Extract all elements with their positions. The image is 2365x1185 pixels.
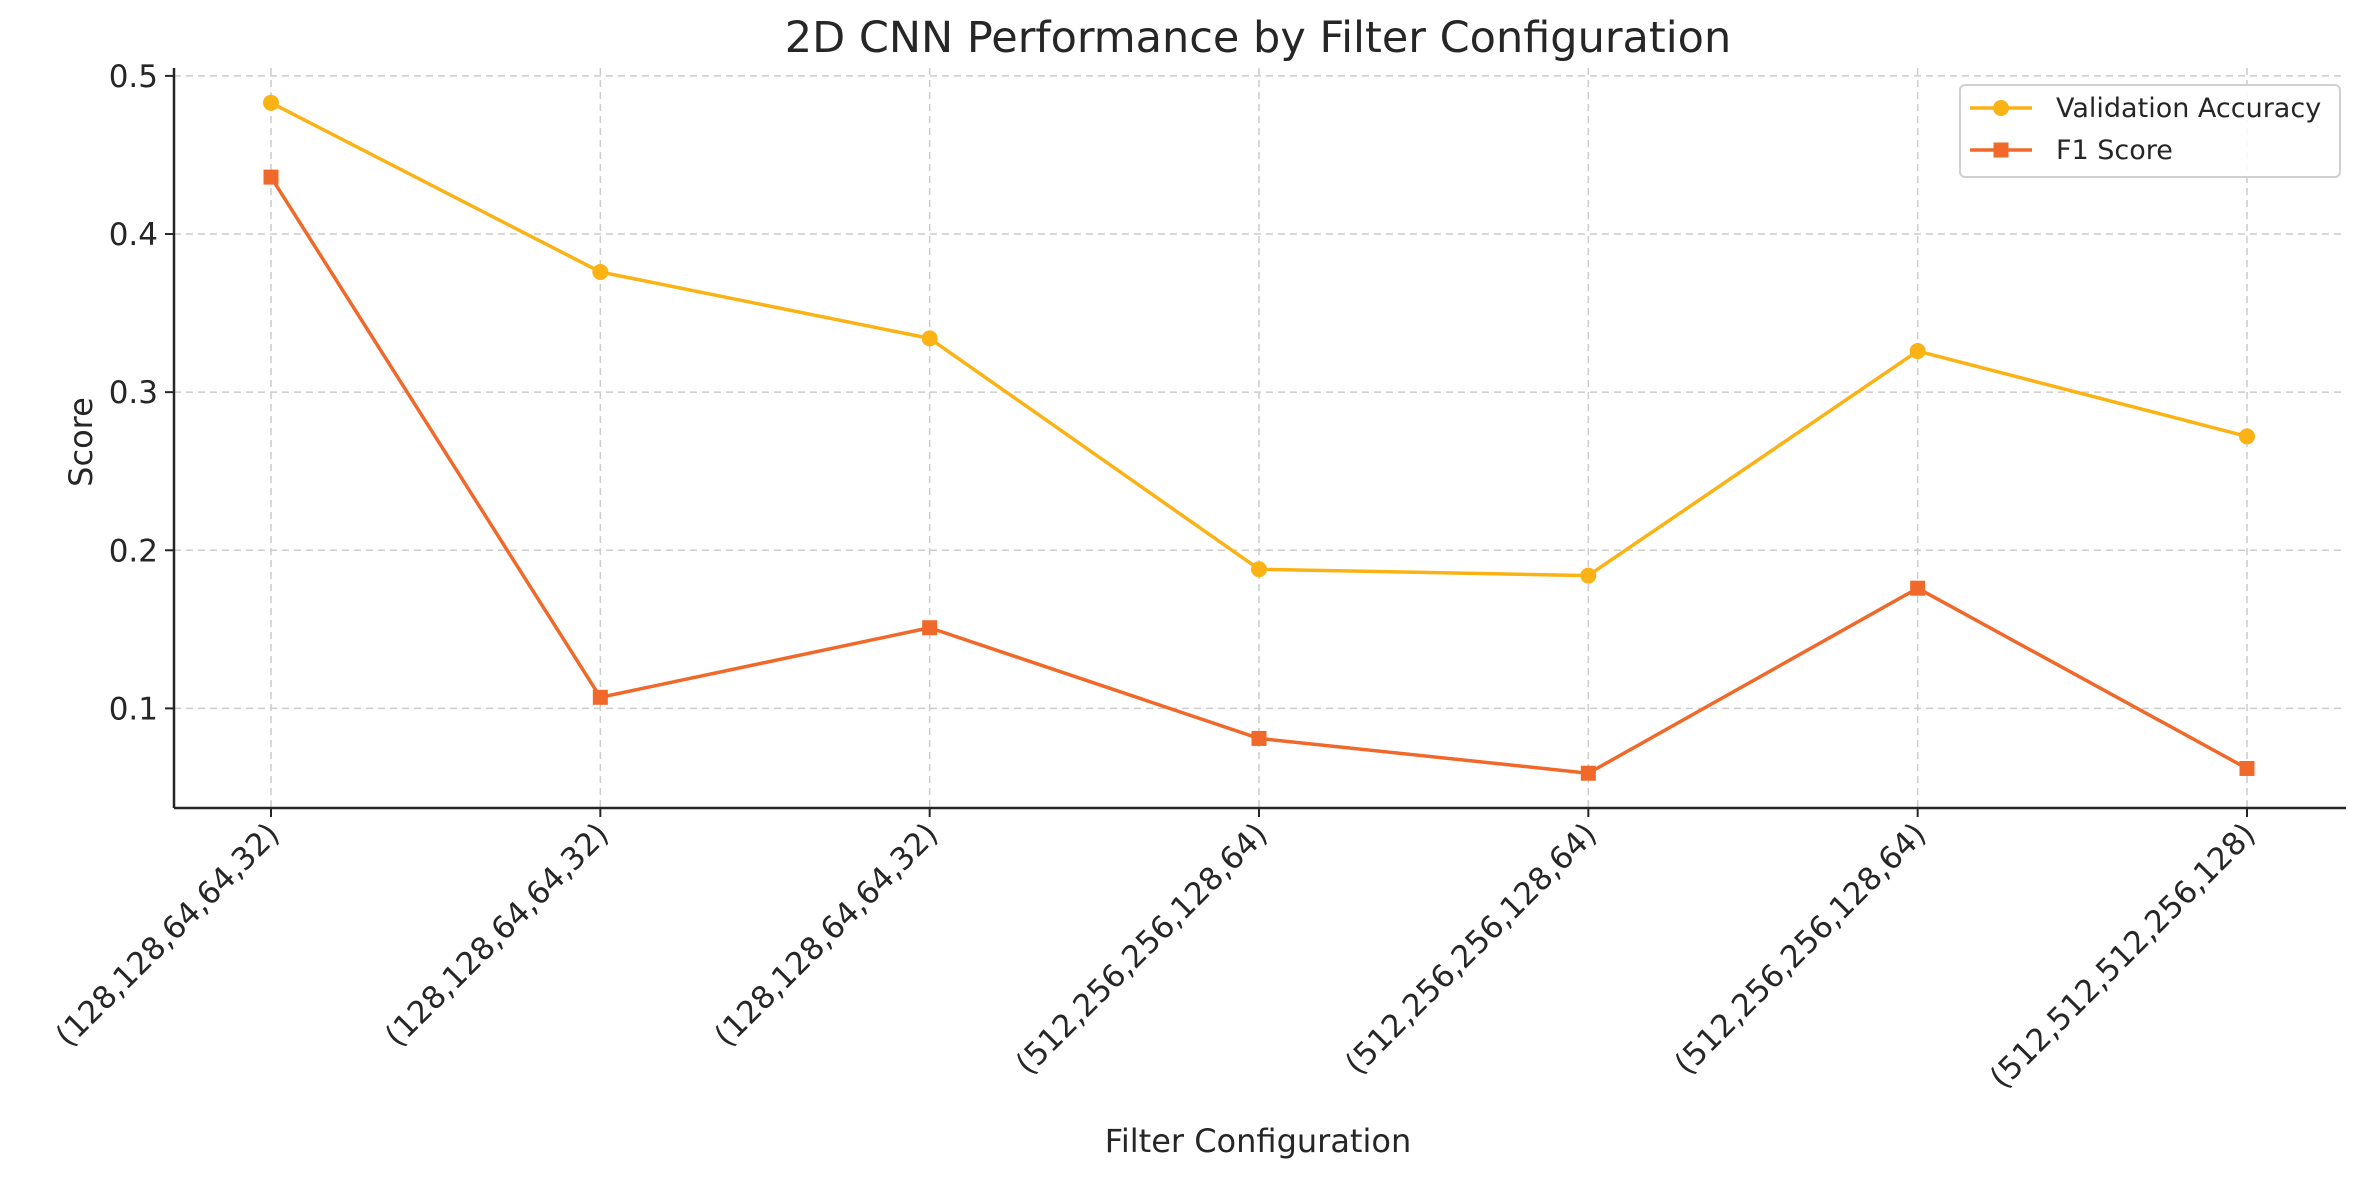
- series-validation-accuracy: [263, 94, 2255, 584]
- legend-marker-square: [1993, 142, 2009, 158]
- data-point-square: [922, 620, 938, 636]
- data-point-circle: [921, 330, 938, 347]
- series-f1-score: [263, 169, 2255, 781]
- legend: Validation Accuracy F1 Score: [1959, 84, 2341, 178]
- x-tick-label: (128,128,64,64,32): [708, 816, 946, 1054]
- x-tick-label: (128,128,64,64,32): [49, 816, 287, 1054]
- y-tick-labels: 0.1 0.2 0.3 0.4 0.5: [109, 59, 158, 727]
- x-tick-label: (128,128,64,64,32): [378, 816, 616, 1054]
- legend-label: F1 Score: [2056, 135, 2173, 166]
- y-tick-label: 0.2: [109, 533, 158, 569]
- data-point-square: [1910, 580, 1926, 596]
- series-layer: [263, 94, 2255, 781]
- axes: [165, 68, 2346, 817]
- data-point-circle: [1580, 567, 1597, 584]
- x-axis-label: Filter Configuration: [1105, 1122, 1411, 1160]
- chart-title: 2D CNN Performance by Filter Configurati…: [785, 13, 1732, 63]
- legend-box: [1959, 84, 2341, 178]
- legend-label: Validation Accuracy: [2056, 93, 2321, 124]
- x-tick-label: (512,512,512,256,128): [1983, 816, 2263, 1096]
- data-point-circle: [1909, 343, 1926, 360]
- y-tick-label: 0.1: [109, 691, 158, 727]
- data-point-square: [1251, 730, 1267, 746]
- y-tick-label: 0.5: [109, 59, 158, 95]
- x-tick-label: (512,256,256,128,64): [1009, 816, 1275, 1082]
- legend-marker-circle: [1993, 100, 2009, 116]
- data-point-square: [592, 689, 608, 705]
- data-point-circle: [1251, 561, 1267, 578]
- x-tick-label: (512,256,256,128,64): [1668, 816, 1934, 1082]
- data-point-circle: [2239, 428, 2255, 445]
- y-tick-label: 0.3: [109, 375, 158, 411]
- x-tick-labels: (128,128,64,64,32) (128,128,64,64,32) (128…: [49, 816, 2263, 1096]
- grid-lines: [174, 68, 2346, 808]
- data-point-square: [2239, 760, 2255, 776]
- x-tick-label: (512,256,256,128,64): [1338, 816, 1604, 1082]
- y-tick-label: 0.4: [109, 217, 158, 253]
- data-point-circle: [592, 263, 609, 280]
- y-axis-label: Score: [62, 397, 100, 487]
- data-point-circle: [263, 94, 279, 111]
- data-point-square: [263, 169, 279, 185]
- data-point-square: [1580, 765, 1596, 781]
